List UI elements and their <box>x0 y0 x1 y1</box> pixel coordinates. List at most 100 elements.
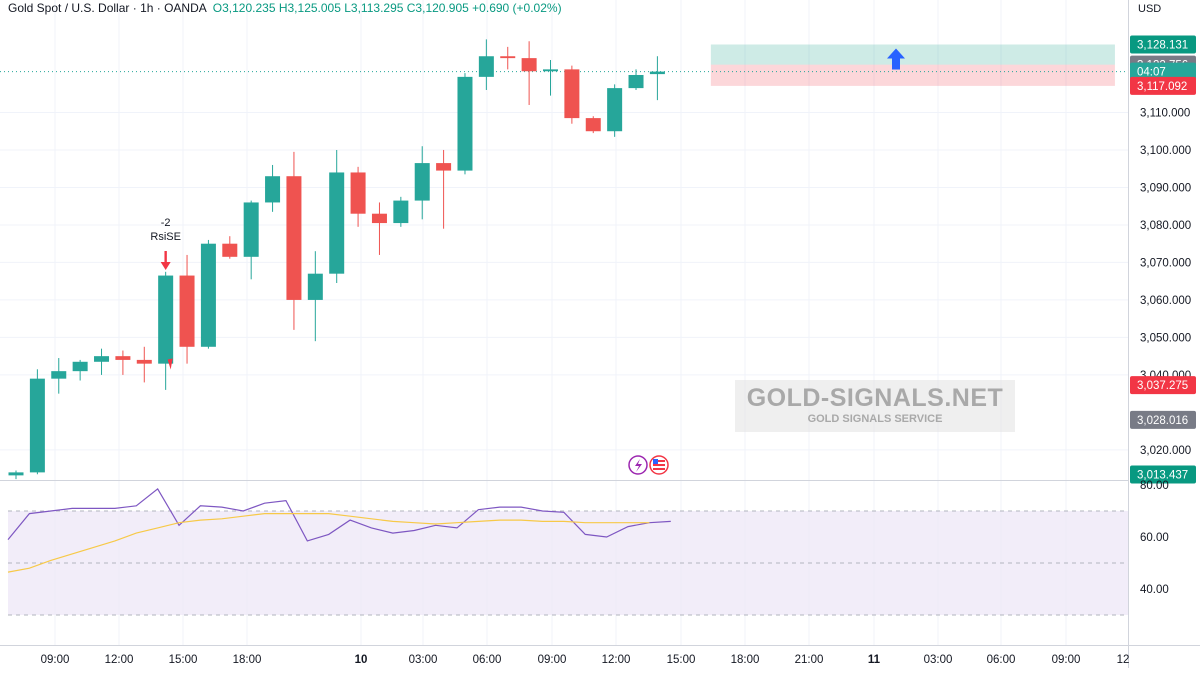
currency-label[interactable]: USD <box>1138 3 1162 15</box>
time-tick-label: 03:00 <box>409 654 438 666</box>
time-tick-label: 12:00 <box>602 654 631 666</box>
candle[interactable] <box>628 69 644 90</box>
rsi-line[interactable] <box>7 488 671 542</box>
candle[interactable] <box>521 41 537 105</box>
candle[interactable] <box>350 166 366 227</box>
candle[interactable] <box>222 236 238 259</box>
candle-body <box>136 359 152 364</box>
candle-body <box>436 163 452 171</box>
time-tick-label: 09:00 <box>41 654 70 666</box>
price-badge[interactable]: 3,037.275 <box>1130 376 1196 395</box>
candle[interactable] <box>51 358 67 394</box>
flag-canton <box>653 459 658 464</box>
candle-body <box>200 243 216 347</box>
price-badge-bg <box>1130 465 1196 484</box>
price-badge-text: 04:07 <box>1137 67 1166 79</box>
symbol-name[interactable]: Gold Spot / U.S. Dollar <box>8 1 130 15</box>
price-axis-bg[interactable] <box>1128 0 1200 668</box>
candle[interactable] <box>200 239 216 349</box>
candle[interactable] <box>436 149 452 229</box>
rsi-tick-label: 80.00 <box>1140 480 1169 492</box>
sell-arrow-icon <box>160 251 171 270</box>
candle[interactable] <box>414 146 430 220</box>
candle-body <box>393 200 409 224</box>
buy-marker-icon <box>167 358 173 370</box>
time-tick-label: 06:00 <box>473 654 502 666</box>
price-badge[interactable]: 3,117.092 <box>1130 76 1196 95</box>
event-icons[interactable] <box>628 455 669 475</box>
time-tick-label: 15:00 <box>169 654 198 666</box>
price-tick-label: 3,070.000 <box>1140 257 1191 269</box>
price-tick-label: 3,090.000 <box>1140 182 1191 194</box>
time-tick-label: 10 <box>355 654 368 666</box>
candle-body <box>243 202 259 257</box>
candle[interactable] <box>158 271 174 390</box>
take-profit-zone[interactable] <box>710 44 1115 65</box>
candle-body <box>457 76 473 171</box>
watermark-subtitle: GOLD SIGNALS SERVICE <box>807 413 943 425</box>
change-value: +0.690 (+0.02%) <box>472 1 562 15</box>
candle[interactable] <box>8 470 24 480</box>
time-tick-label: 12:00 <box>105 654 134 666</box>
candle[interactable] <box>585 116 601 134</box>
candle[interactable] <box>286 151 302 330</box>
candle[interactable] <box>72 359 88 381</box>
stop-loss-zone[interactable] <box>710 64 1115 86</box>
open-value: O3,120.235 <box>212 1 276 15</box>
price-tick-label: 3,110.000 <box>1140 107 1190 119</box>
candle[interactable] <box>115 350 131 375</box>
candle[interactable] <box>543 59 558 96</box>
candle-body <box>350 172 366 214</box>
price-badge[interactable]: 3,128.131 <box>1130 35 1196 54</box>
flag-stripe <box>653 460 665 462</box>
rsi-tick-label: 40.00 <box>1140 584 1169 596</box>
interval-label[interactable]: 1h <box>140 1 154 15</box>
candle-body <box>564 69 580 119</box>
candle[interactable] <box>243 200 259 280</box>
candle[interactable] <box>136 346 152 383</box>
symbol-header: Gold Spot / U.S. Dollar · 1h · OANDA O3,… <box>8 1 562 15</box>
candle[interactable] <box>457 73 473 175</box>
rsi-ma-line[interactable] <box>7 512 650 573</box>
candle[interactable] <box>371 202 387 255</box>
candle[interactable] <box>94 348 110 375</box>
price-tick-label: 3,080.000 <box>1140 220 1191 232</box>
candle[interactable] <box>265 164 281 212</box>
time-tick-label: 09:00 <box>1052 654 1081 666</box>
candle[interactable] <box>607 84 623 137</box>
price-badge-text: 3,128.131 <box>1137 40 1188 52</box>
price-badge[interactable]: 04:07 <box>1130 62 1196 81</box>
time-tick-label: 03:00 <box>924 654 953 666</box>
candle-body <box>286 176 302 300</box>
price-badge-bg <box>1130 76 1196 95</box>
price-badge[interactable]: 3,028.016 <box>1130 410 1196 429</box>
candle[interactable] <box>393 196 409 227</box>
time-tick-label: 18:00 <box>233 654 262 666</box>
candle[interactable] <box>179 254 195 364</box>
price-badge-bg <box>1130 35 1196 54</box>
flag-stripe <box>653 468 665 470</box>
candle-body <box>179 275 195 347</box>
candle-body <box>72 361 88 372</box>
time-tick-label: 09:00 <box>538 654 567 666</box>
price-badge[interactable]: 3,013.437 <box>1130 465 1196 484</box>
candle[interactable] <box>564 65 580 124</box>
candle[interactable] <box>307 251 323 342</box>
price-badge-text: 3,028.016 <box>1137 415 1188 427</box>
candle-body <box>607 88 623 132</box>
signal-label: RsiSE <box>150 231 181 243</box>
candle[interactable] <box>500 46 516 70</box>
time-tick-label: 06:00 <box>987 654 1016 666</box>
candle-body <box>521 58 537 72</box>
time-tick-label: 12 <box>1117 654 1130 666</box>
candle[interactable] <box>478 39 494 90</box>
close-value: C3,120.905 <box>406 1 469 15</box>
price-badge-bg <box>1130 62 1196 81</box>
candle[interactable] <box>29 369 45 475</box>
flag-stripe <box>653 464 665 466</box>
target-arrow-icon[interactable] <box>887 48 905 70</box>
candle[interactable] <box>329 149 345 284</box>
candle[interactable] <box>649 56 665 101</box>
